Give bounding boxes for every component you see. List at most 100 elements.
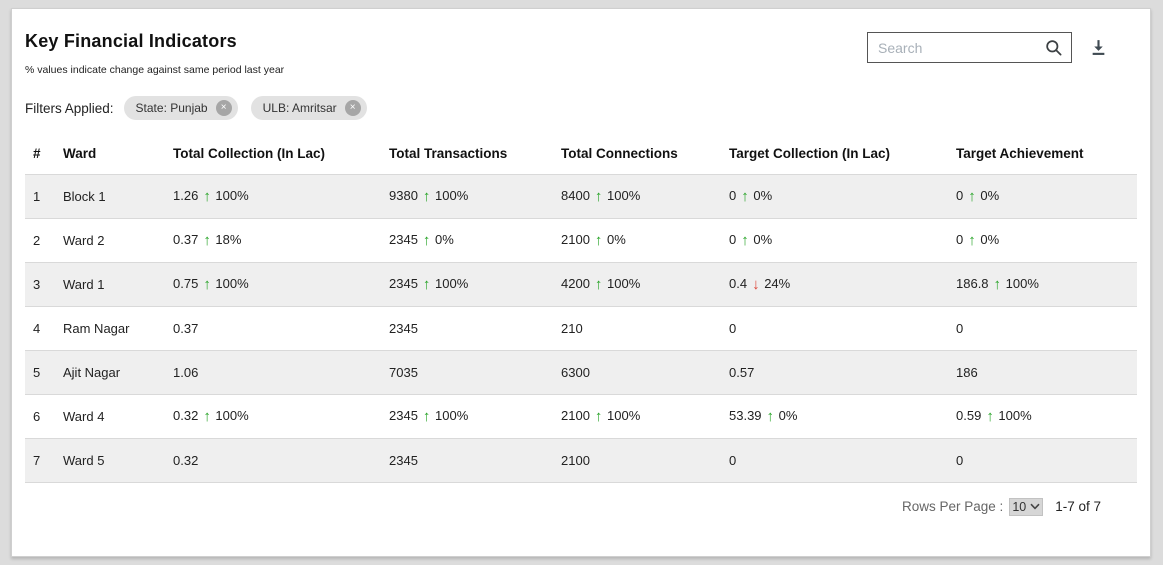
metric-value: 0	[956, 187, 964, 203]
col-header-index: #	[33, 146, 41, 162]
row-index-cell: 4	[33, 320, 41, 336]
trend-up-icon: ↑	[968, 187, 976, 205]
metric-value: 2345	[389, 320, 418, 336]
row-index-cell: 7	[33, 452, 41, 468]
key-financial-indicators-card: Key Financial Indicators % values indica…	[11, 8, 1151, 557]
metric-value: 1.06	[173, 364, 199, 380]
metric-value: 2345	[389, 452, 418, 468]
trend-percent: 100%	[211, 407, 249, 423]
search-input[interactable]	[878, 39, 1044, 56]
trend-percent: 0%	[976, 187, 1000, 203]
metric-cell: 0.37	[173, 306, 389, 350]
metric-value: 2100	[561, 452, 590, 468]
trend-percent: 0%	[976, 231, 1000, 247]
trend-up-icon: ↑	[594, 231, 603, 249]
ward-cell: Ward 1	[63, 276, 105, 292]
metric-cell: 2100	[561, 438, 729, 482]
table-row: 7 Ward 5 0.32 2345 2100 0 0	[25, 438, 1137, 482]
remove-filter-icon[interactable]: ×	[215, 100, 232, 116]
remove-filter-icon[interactable]: ×	[344, 100, 361, 116]
metric-value: 210	[561, 320, 583, 336]
trend-up-icon: ↑	[422, 231, 431, 249]
metric-cell: 2345 ↑ 0%	[389, 218, 561, 262]
filter-chip-state: State: Punjab ×	[123, 96, 238, 120]
metric-value: 6300	[561, 364, 590, 380]
metric-value: 0	[956, 320, 964, 336]
indicators-table: # Ward Total Collection (In Lac) Total T…	[25, 134, 1137, 483]
metric-cell: 0.37 ↑ 18%	[173, 218, 389, 262]
trend-percent: 100%	[1002, 275, 1039, 291]
metric-cell: 1.06	[173, 350, 389, 394]
table-row: 6 Ward 4 0.32 ↑ 100% 2345 ↑ 100% 2100 ↑ 100% 53.…	[25, 394, 1137, 438]
trend-percent: 100%	[603, 407, 641, 423]
metric-cell: 186	[956, 350, 1137, 394]
trend-up-icon: ↑	[422, 407, 431, 425]
trend-percent: 100%	[603, 187, 641, 203]
filter-chip-label: ULB: Amritsar	[262, 101, 337, 115]
page-range-label: 1-7 of 7	[1055, 499, 1101, 514]
metric-cell: 0 ↑ 0%	[956, 218, 1137, 262]
metric-cell: 4200 ↑ 100%	[561, 262, 729, 306]
metric-value: 0.37	[173, 320, 199, 336]
trend-up-icon: ↑	[203, 187, 211, 205]
metric-value: 0.32	[173, 407, 199, 423]
filter-chip-ulb: ULB: Amritsar ×	[250, 96, 367, 120]
trend-up-icon: ↑	[203, 275, 211, 293]
metric-cell: 0.75 ↑ 100%	[173, 262, 389, 306]
trend-up-icon: ↑	[741, 187, 749, 205]
metric-cell: 0	[956, 438, 1137, 482]
metric-value: 9380	[389, 187, 418, 203]
filter-chip-label: State: Punjab	[135, 101, 208, 115]
metric-value: 2345	[389, 407, 418, 423]
row-index-cell: 5	[33, 364, 41, 380]
trend-up-icon: ↑	[986, 407, 994, 425]
trend-up-icon: ↑	[741, 231, 749, 249]
metric-value: 0	[729, 187, 737, 203]
metric-cell: 2345 ↑ 100%	[389, 262, 561, 306]
trend-percent: 0%	[749, 187, 773, 203]
ward-cell: Block 1	[63, 188, 106, 204]
col-header-ward: Ward	[63, 146, 97, 162]
trend-up-icon: ↑	[993, 275, 1002, 293]
table-row: 4 Ram Nagar 0.37 2345 210 0 0	[25, 306, 1137, 350]
metric-value: 0	[729, 320, 737, 336]
search-box[interactable]	[867, 32, 1072, 63]
metric-cell: 0 ↑ 0%	[956, 174, 1137, 218]
table-row: 3 Ward 1 0.75 ↑ 100% 2345 ↑ 100% 4200 ↑ 100% 0.4…	[25, 262, 1137, 306]
metric-value: 1.26	[173, 187, 199, 203]
rows-per-page-value: 10	[1012, 499, 1027, 514]
col-header-total-transactions: Total Transactions	[389, 146, 508, 162]
trend-percent: 100%	[431, 275, 469, 291]
metric-value: 0.37	[173, 231, 199, 247]
metric-value: 0.75	[173, 275, 199, 291]
metric-cell: 6300	[561, 350, 729, 394]
metric-value: 2345	[389, 231, 418, 247]
metric-cell: 0.32	[173, 438, 389, 482]
metric-cell: 0	[956, 306, 1137, 350]
table-header: # Ward Total Collection (In Lac) Total T…	[25, 134, 1137, 174]
table-row: 5 Ajit Nagar 1.06 7035 6300 0.57 186	[25, 350, 1137, 394]
download-icon[interactable]	[1090, 39, 1107, 56]
metric-cell: 0 ↑ 0%	[729, 174, 956, 218]
metric-value: 0.59	[956, 407, 982, 423]
col-header-target-collection: Target Collection (In Lac)	[729, 146, 891, 162]
trend-up-icon: ↑	[422, 187, 431, 205]
metric-cell: 2345	[389, 306, 561, 350]
metric-value: 2100	[561, 231, 590, 247]
trend-percent: 0%	[603, 231, 626, 247]
header-actions	[867, 32, 1107, 63]
chevron-down-icon	[1030, 503, 1040, 510]
search-icon[interactable]	[1044, 38, 1063, 57]
metric-cell: 0.57	[729, 350, 956, 394]
trend-up-icon: ↑	[594, 275, 603, 293]
trend-up-icon: ↑	[594, 407, 603, 425]
metric-value: 53.39	[729, 407, 762, 423]
ward-cell: Ram Nagar	[63, 320, 130, 336]
trend-up-icon: ↑	[766, 407, 775, 425]
page-subtitle: % values indicate change against same pe…	[25, 64, 285, 76]
trend-percent: 100%	[431, 407, 469, 423]
metric-value: 0.32	[173, 452, 199, 468]
trend-up-icon: ↑	[203, 231, 211, 249]
rows-per-page-select[interactable]: 10	[1009, 497, 1044, 516]
ward-cell: Ward 2	[63, 232, 105, 248]
